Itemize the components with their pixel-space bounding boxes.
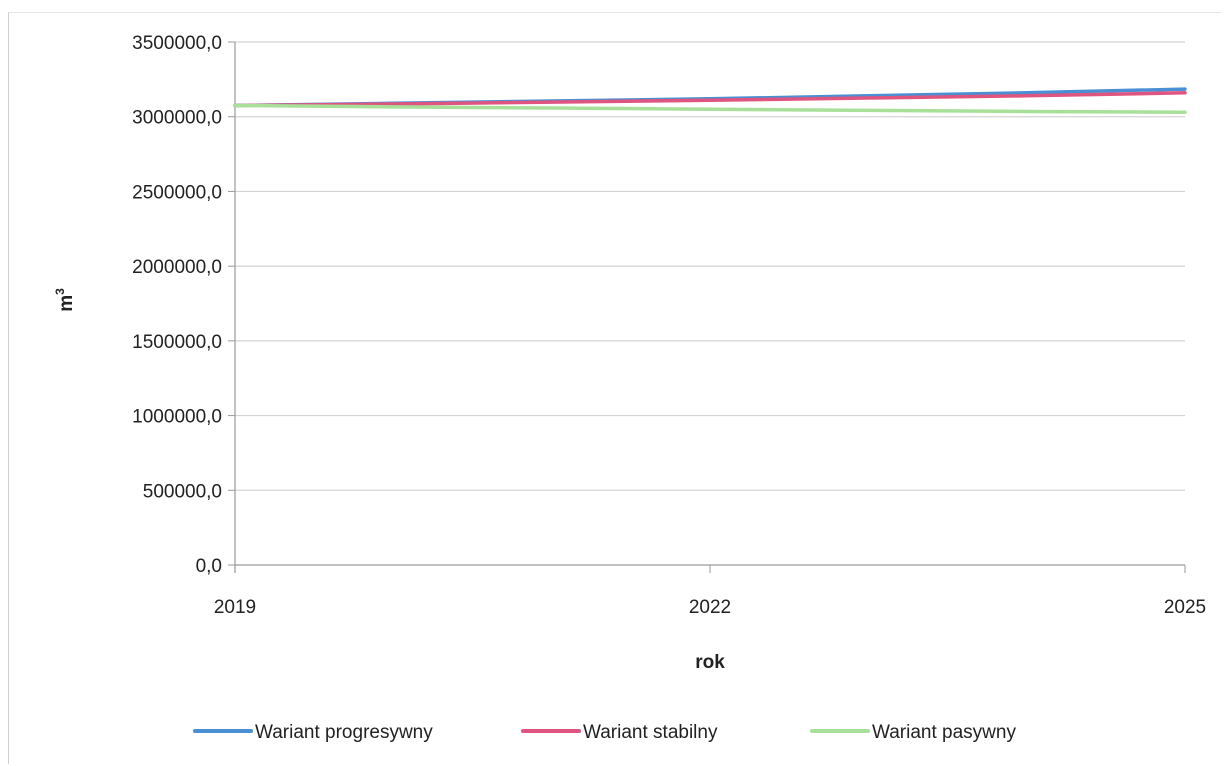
legend-item: Wariant progresywny (193, 722, 433, 743)
y-tick-label: 2500000,0 (132, 182, 222, 203)
x-tick-labels: 2019 2022 2025 (214, 565, 1206, 618)
gridlines (235, 41, 1185, 491)
y-tick-label: 3500000,0 (132, 33, 222, 54)
y-tick-label: 500000,0 (143, 481, 222, 502)
legend: Wariant progresywny Wariant stabilny Waria… (193, 722, 1016, 743)
x-tick-label: 2025 (1164, 597, 1206, 618)
axes (234, 42, 1185, 573)
y-tick-label: 0,0 (196, 556, 222, 577)
y-tick-label: 1000000,0 (132, 407, 222, 428)
series-lines (233, 87, 1187, 114)
y-tick-label: 3000000,0 (132, 108, 222, 129)
legend-label: Wariant progresywny (255, 722, 433, 743)
x-axis-label: rok (695, 652, 725, 673)
y-tick-labels: 0,0 500000,0 1000000,0 1500000,0 2000000,0 25… (132, 33, 235, 577)
series-line-wariant-pasywny (233, 103, 1187, 114)
legend-label: Wariant pasywny (872, 722, 1016, 743)
legend-label: Wariant stabilny (583, 722, 718, 743)
y-axis-label: m3 (53, 288, 77, 312)
series-line-wariant-stabilny (233, 91, 1187, 108)
x-tick-label: 2019 (214, 597, 256, 618)
y-tick-label: 1500000,0 (132, 332, 222, 353)
y-tick-label: 2000000,0 (132, 257, 222, 278)
x-tick-label: 2022 (689, 597, 731, 618)
legend-item: Wariant stabilny (521, 722, 718, 743)
chart-frame (8, 12, 1222, 764)
legend-item: Wariant pasywny (810, 722, 1016, 743)
y-axis-label-superscript: 3 (53, 288, 67, 295)
